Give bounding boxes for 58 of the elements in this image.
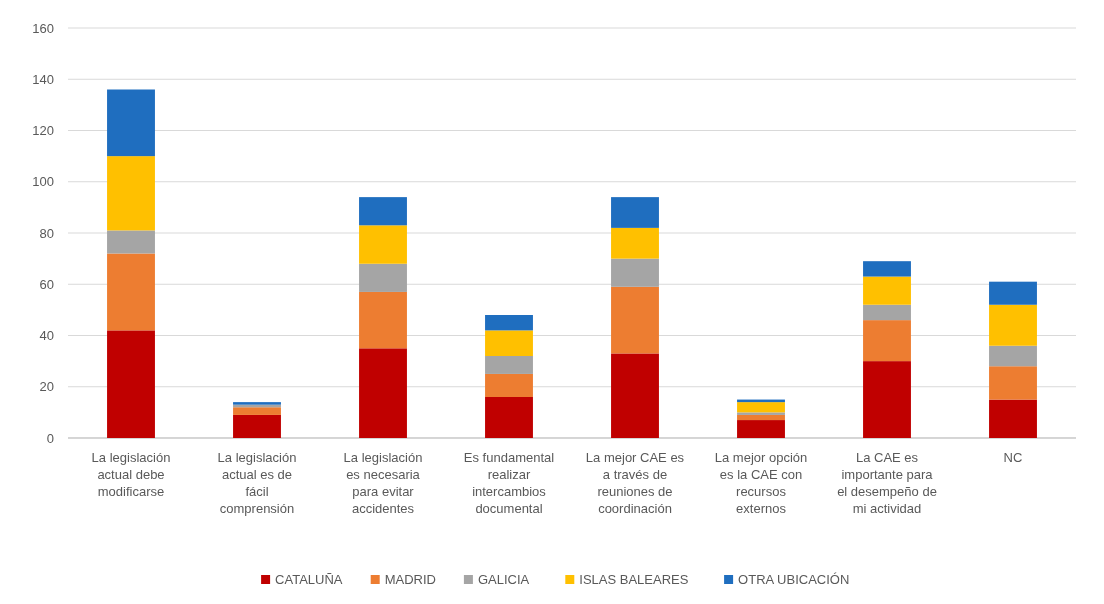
bar [737,402,785,413]
y-tick-label: 80 [39,225,54,241]
legend-label: GALICIA [477,572,530,587]
bar [611,227,659,259]
bar [989,366,1037,400]
bar [485,330,533,356]
y-tick-label: 140 [32,71,54,87]
bar [107,156,155,231]
legend-label: ISLAS BALEARES [579,572,689,587]
bar [611,197,659,228]
legend-label: MADRID [384,572,436,587]
y-tick-label: 100 [32,174,54,190]
bar [359,197,407,226]
x-tick-label: La CAE es importante para el desempeño de mi actividad [837,450,937,516]
y-tick-label: 120 [32,123,54,139]
bar [611,353,659,438]
bar [107,330,155,438]
bar [989,304,1037,346]
bar [359,291,407,349]
bar [359,348,407,438]
x-tick-label: Es fundamental realizar intercambios documental [463,450,555,516]
y-tick-label: 20 [39,379,54,395]
bar [611,258,659,287]
y-tick-label: 160 [32,20,54,36]
bar [863,304,911,321]
y-tick-label: 60 [39,276,54,292]
legend-label: CATALUÑA [275,572,343,587]
bar [107,89,155,157]
bar [359,263,407,292]
bar [485,397,533,438]
bar [989,399,1037,438]
bar [989,281,1037,305]
x-tick-label: La mejor opción es la CAE con recursos externos [714,450,808,516]
x-tick-label: La legislación actual debe modificarse [91,450,171,499]
x-tick-label: La legislación es necesaria para evitar accidentes [343,450,423,516]
bar [359,225,407,264]
bar [611,286,659,354]
y-tick-label: 40 [39,328,54,344]
x-tick-label: La legislación actual es de fácil comprensión [217,450,297,516]
y-tick-label: 0 [46,430,54,446]
bar [485,373,533,397]
bar [737,414,785,421]
x-tick-label: NC [1003,450,1023,465]
bar [863,361,911,438]
bar [485,356,533,374]
x-tick-label: La mejor CAE es a través de reuniones de coordinación [585,450,685,516]
legend-label: OTRA UBICACIÓN [738,572,850,587]
bar [107,230,155,254]
bar [485,315,533,331]
bar [989,345,1037,367]
bar [863,320,911,362]
bar [233,414,281,438]
bar [863,261,911,277]
bar [737,412,785,415]
bar [737,420,785,438]
bar [863,276,911,305]
bar [107,253,155,331]
bar [233,407,281,415]
